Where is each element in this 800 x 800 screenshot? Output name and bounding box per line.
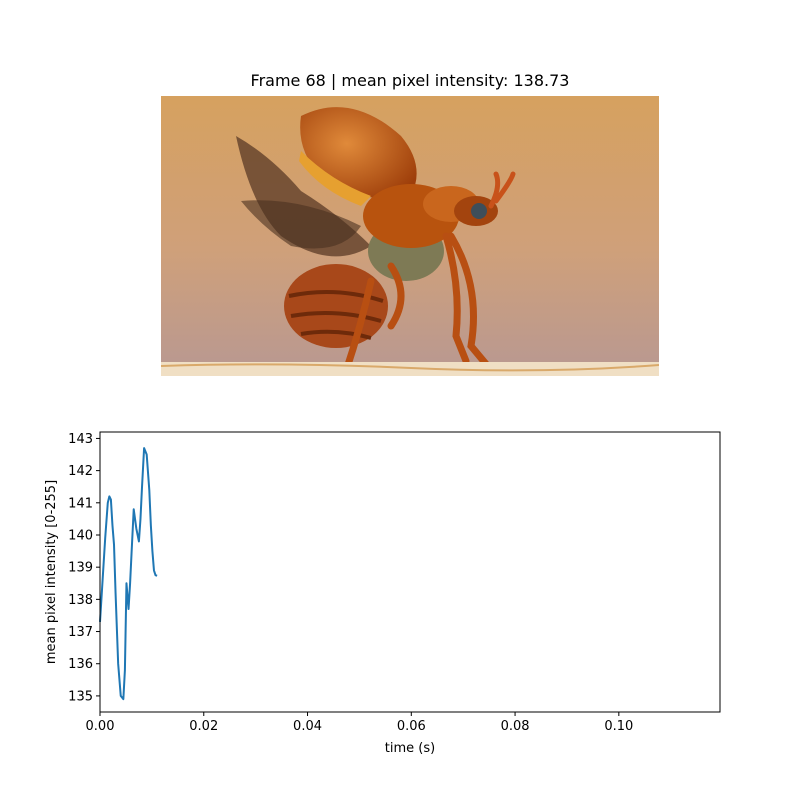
x-axis-label: time (s) — [385, 741, 435, 756]
x-tick-label: 0.10 — [604, 719, 633, 734]
beetle-taking-off-photo — [161, 96, 659, 376]
y-tick-label: 136 — [68, 657, 93, 672]
beetle-eye — [471, 203, 487, 219]
plot-area — [100, 432, 720, 712]
x-tick-label: 0.02 — [189, 719, 218, 734]
y-tick-label: 139 — [68, 561, 93, 576]
x-tick-label: 0.00 — [86, 719, 115, 734]
y-tick-label: 142 — [68, 464, 93, 479]
x-tick-label: 0.06 — [397, 719, 426, 734]
x-axis: 0.00 0.02 0.04 0.06 0.08 0.10 — [86, 712, 633, 734]
x-tick-label: 0.04 — [293, 719, 322, 734]
beetle-wing-lower — [241, 200, 361, 249]
beetle-antenna — [488, 171, 516, 209]
y-tick-label: 138 — [68, 593, 93, 608]
beetle-legs — [342, 232, 490, 375]
beetle-abdomen-segments — [288, 290, 384, 340]
figure-title: Frame 68 | mean pixel intensity: 138.73 — [250, 71, 570, 90]
y-axis: 135 136 137 138 139 140 141 142 143 — [68, 432, 100, 704]
branch-texture — [161, 363, 659, 372]
y-tick-label: 140 — [68, 528, 93, 543]
series-line — [99, 447, 158, 701]
beetle-elytron-edge — [299, 151, 371, 206]
y-tick-label: 143 — [68, 432, 93, 447]
x-tick-label: 0.08 — [501, 719, 530, 734]
y-tick-label: 141 — [68, 496, 93, 511]
y-tick-label: 137 — [68, 625, 93, 640]
y-tick-label: 135 — [68, 689, 93, 704]
y-axis-label: mean pixel intensity [0-255] — [44, 480, 59, 664]
plot-frame — [99, 431, 721, 713]
